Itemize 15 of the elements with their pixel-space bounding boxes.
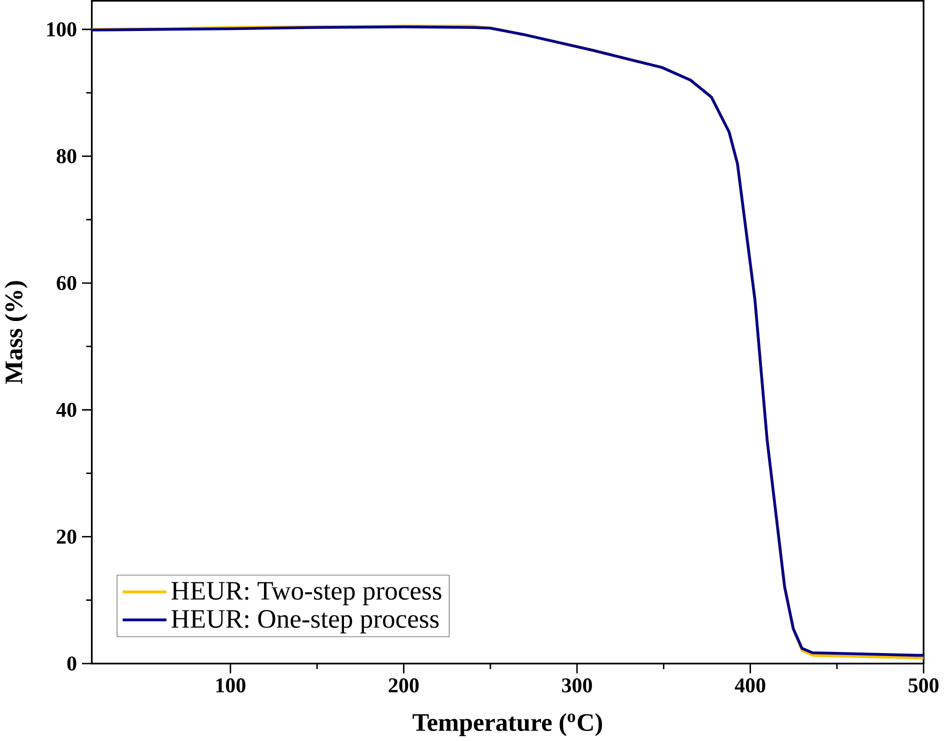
y-tick-label: 80 — [56, 149, 76, 164]
x-tick-label: 100 — [216, 678, 246, 693]
x-tick-label: 400 — [734, 678, 766, 693]
y-axis-title: Mass (%) — [4, 281, 28, 384]
y-tick-label: 20 — [56, 530, 76, 544]
legend-label: HEUR: Two-step process — [171, 582, 442, 606]
legend-label: HEUR: One-step process — [171, 610, 439, 634]
y-tick-label: 100 — [47, 22, 76, 37]
x-axis-title: Temperature ($^{o}$C) — [412, 713, 602, 736]
x-tick-label: 300 — [562, 678, 592, 693]
y-tick-label: 0 — [67, 656, 76, 671]
y-tick-label: 40 — [56, 402, 76, 418]
y-tick-label: 60 — [56, 276, 76, 290]
x-tick-label: 200 — [388, 678, 419, 693]
x-tick-label: 500 — [908, 678, 939, 693]
